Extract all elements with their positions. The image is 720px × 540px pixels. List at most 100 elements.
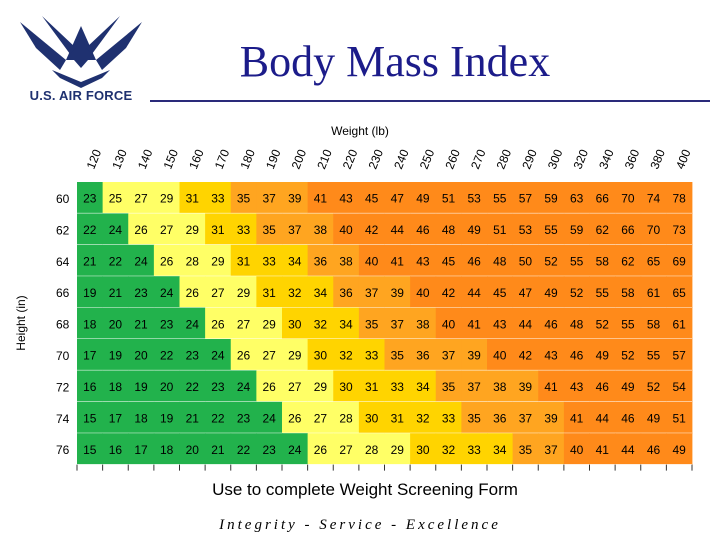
cell-value-label: 37 — [288, 223, 302, 237]
cell-value-label: 44 — [468, 286, 482, 300]
cell-value-label: 39 — [288, 192, 302, 206]
heatmap-cell — [563, 213, 590, 246]
cell-value-label: 49 — [596, 349, 610, 363]
cell-value-label: 19 — [134, 380, 148, 394]
cell-value-label: 22 — [109, 255, 123, 269]
heatmap-cell — [640, 401, 667, 434]
x-tick-label: 120 — [84, 147, 105, 171]
heatmap-cell — [512, 182, 539, 214]
heatmap-cell — [102, 370, 129, 403]
heatmap-cell — [256, 401, 283, 434]
cell-value-label: 27 — [263, 349, 277, 363]
cell-value-label: 43 — [493, 317, 507, 331]
cell-value-label: 55 — [570, 255, 584, 269]
heatmap-cell — [410, 182, 437, 214]
heatmap-cell — [666, 401, 693, 434]
cell-value-label: 69 — [673, 255, 687, 269]
y-tick-label: 62 — [56, 223, 70, 237]
heatmap-cell — [640, 307, 667, 340]
cell-value-label: 21 — [83, 255, 97, 269]
cell-value-label: 41 — [570, 412, 584, 426]
cell-value-label: 78 — [673, 192, 687, 206]
heatmap-cell — [384, 244, 411, 277]
cell-value-label: 70 — [647, 223, 661, 237]
y-tick-label: 74 — [56, 412, 70, 426]
cell-value-label: 29 — [391, 443, 405, 457]
cell-value-label: 33 — [365, 349, 379, 363]
heatmap-cell — [282, 370, 309, 403]
x-tick-label: 380 — [647, 147, 668, 171]
heatmap-cell — [358, 370, 385, 403]
x-tick-label: 210 — [314, 147, 335, 171]
cell-value-label: 26 — [314, 443, 328, 457]
cell-value-label: 43 — [544, 349, 558, 363]
cell-value-label: 46 — [596, 380, 610, 394]
heatmap-cell — [538, 307, 565, 340]
cell-value-label: 18 — [109, 380, 123, 394]
heatmap-cell — [435, 307, 462, 340]
cell-value-label: 46 — [468, 255, 482, 269]
cell-value-label: 15 — [83, 412, 97, 426]
heatmap-cell — [512, 401, 539, 434]
cell-value-label: 25 — [109, 192, 123, 206]
heatmap-cell — [563, 244, 590, 277]
heatmap-cell — [153, 433, 180, 465]
cell-value-label: 63 — [570, 192, 584, 206]
cell-value-label: 43 — [339, 192, 353, 206]
heatmap-cell — [128, 276, 155, 308]
cell-value-label: 48 — [493, 255, 507, 269]
heatmap-cell — [640, 433, 667, 465]
heatmap-cell — [461, 276, 488, 308]
heatmap-cell — [435, 213, 462, 246]
heatmap-cell — [512, 370, 539, 403]
heatmap-cell — [615, 182, 642, 214]
cell-value-label: 58 — [621, 286, 635, 300]
heatmap-cell — [358, 182, 385, 214]
heatmap-cell — [256, 182, 283, 214]
heatmap-cell — [589, 370, 616, 403]
cell-value-label: 39 — [468, 349, 482, 363]
cell-value-label: 53 — [468, 192, 482, 206]
cell-value-label: 38 — [314, 223, 328, 237]
heatmap-cell — [179, 213, 206, 246]
heatmap-cell — [512, 213, 539, 246]
cell-value-label: 55 — [493, 192, 507, 206]
heatmap-cell — [640, 339, 667, 371]
heatmap-cell — [230, 370, 257, 403]
cell-value-label: 18 — [160, 443, 174, 457]
heatmap-cell — [307, 433, 334, 465]
cell-value-label: 30 — [416, 443, 430, 457]
x-tick-label: 280 — [494, 147, 515, 171]
heatmap-cell — [538, 401, 565, 434]
heatmap-cell — [384, 370, 411, 403]
heatmap-cell — [333, 182, 360, 214]
heatmap-cell — [512, 244, 539, 277]
heatmap-cell — [307, 401, 334, 434]
cell-value-label: 74 — [647, 192, 661, 206]
heatmap-cell — [487, 307, 514, 340]
heatmap-cell — [589, 182, 616, 214]
cell-value-label: 41 — [314, 192, 328, 206]
cell-value-label: 51 — [493, 223, 507, 237]
heatmap-cell — [102, 401, 129, 434]
cell-value-label: 17 — [134, 443, 148, 457]
cell-value-label: 48 — [442, 223, 456, 237]
heatmap-cell — [461, 339, 488, 371]
cell-value-label: 62 — [596, 223, 610, 237]
cell-value-label: 29 — [186, 223, 200, 237]
cell-value-label: 57 — [673, 349, 687, 363]
heatmap-cell — [538, 213, 565, 246]
heatmap-cell — [333, 370, 360, 403]
heatmap-cell — [282, 433, 309, 465]
cell-value-label: 26 — [237, 349, 251, 363]
heatmap-cell — [179, 401, 206, 434]
cell-value-label: 27 — [160, 223, 174, 237]
heatmap-cell — [358, 213, 385, 246]
heatmap-cell — [333, 401, 360, 434]
heatmap-cell — [358, 276, 385, 308]
cell-value-label: 27 — [134, 192, 148, 206]
cell-value-label: 26 — [263, 380, 277, 394]
cell-value-label: 19 — [83, 286, 97, 300]
heatmap-cell — [615, 370, 642, 403]
heatmap-cell — [487, 213, 514, 246]
